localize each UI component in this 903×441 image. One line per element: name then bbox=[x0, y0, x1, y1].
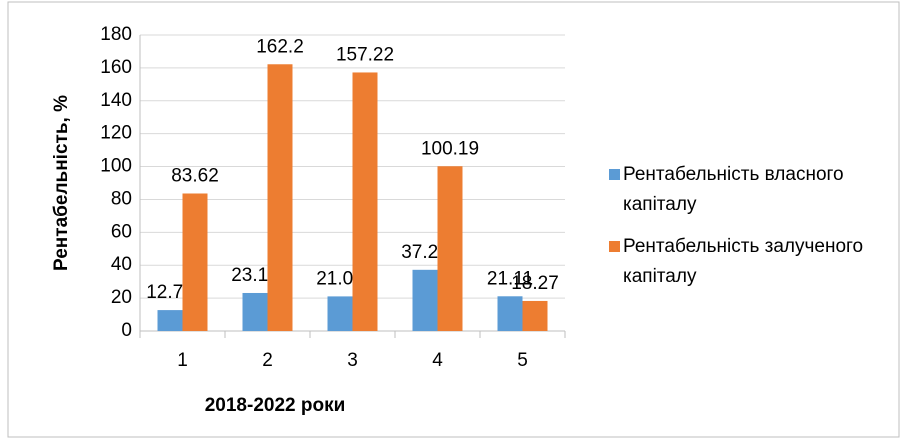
y-tick-label: 140 bbox=[100, 90, 132, 111]
data-label: 18.27 bbox=[511, 273, 559, 294]
bar bbox=[327, 296, 353, 331]
bar bbox=[352, 72, 378, 331]
y-tick-label: 100 bbox=[100, 156, 132, 177]
x-axis-title: 2018-2022 роки bbox=[205, 395, 346, 416]
y-axis-title: Рентабельність, % bbox=[51, 95, 72, 271]
data-label: 21.11 bbox=[487, 268, 533, 289]
y-tick-label: 40 bbox=[111, 254, 132, 275]
x-tick-label: 2 bbox=[262, 350, 273, 371]
legend-swatch bbox=[609, 169, 620, 180]
bar bbox=[157, 310, 183, 331]
bar bbox=[437, 166, 463, 331]
data-label: 23.12 bbox=[231, 265, 279, 286]
data-label: 12.71 bbox=[146, 282, 194, 303]
bar bbox=[242, 292, 268, 331]
y-tick-label: 20 bbox=[111, 287, 132, 308]
legend-item: Рентабельність залученого капіталу bbox=[609, 232, 893, 292]
legend-swatch bbox=[609, 241, 620, 252]
y-tick-label: 160 bbox=[100, 57, 132, 78]
data-label: 157.22 bbox=[336, 44, 394, 65]
x-tick-label: 5 bbox=[517, 350, 528, 371]
y-tick-label: 80 bbox=[111, 188, 132, 209]
bar bbox=[412, 269, 438, 331]
x-tick-label: 3 bbox=[347, 350, 358, 371]
legend-item: Рентабельність власного капіталу bbox=[609, 160, 893, 220]
y-tick-label: 120 bbox=[100, 123, 132, 144]
x-tick-label: 4 bbox=[432, 350, 443, 371]
bar bbox=[267, 64, 293, 331]
y-tick-label: 180 bbox=[100, 24, 132, 45]
legend-label: Рентабельність власного капіталу bbox=[623, 164, 844, 215]
bar bbox=[182, 193, 208, 331]
data-label: 21.04 bbox=[316, 268, 364, 289]
data-label: 83.62 bbox=[171, 166, 219, 187]
y-tick-label: 0 bbox=[121, 320, 132, 341]
y-tick-label: 60 bbox=[111, 221, 132, 242]
data-label: 162.2 bbox=[256, 36, 304, 57]
bar bbox=[522, 300, 548, 331]
x-tick-label: 1 bbox=[177, 350, 188, 371]
bar bbox=[497, 296, 523, 331]
data-label: 100.19 bbox=[421, 138, 479, 159]
legend-label: Рентабельність залученого капіталу bbox=[623, 236, 864, 287]
data-label: 37.21 bbox=[401, 242, 449, 263]
